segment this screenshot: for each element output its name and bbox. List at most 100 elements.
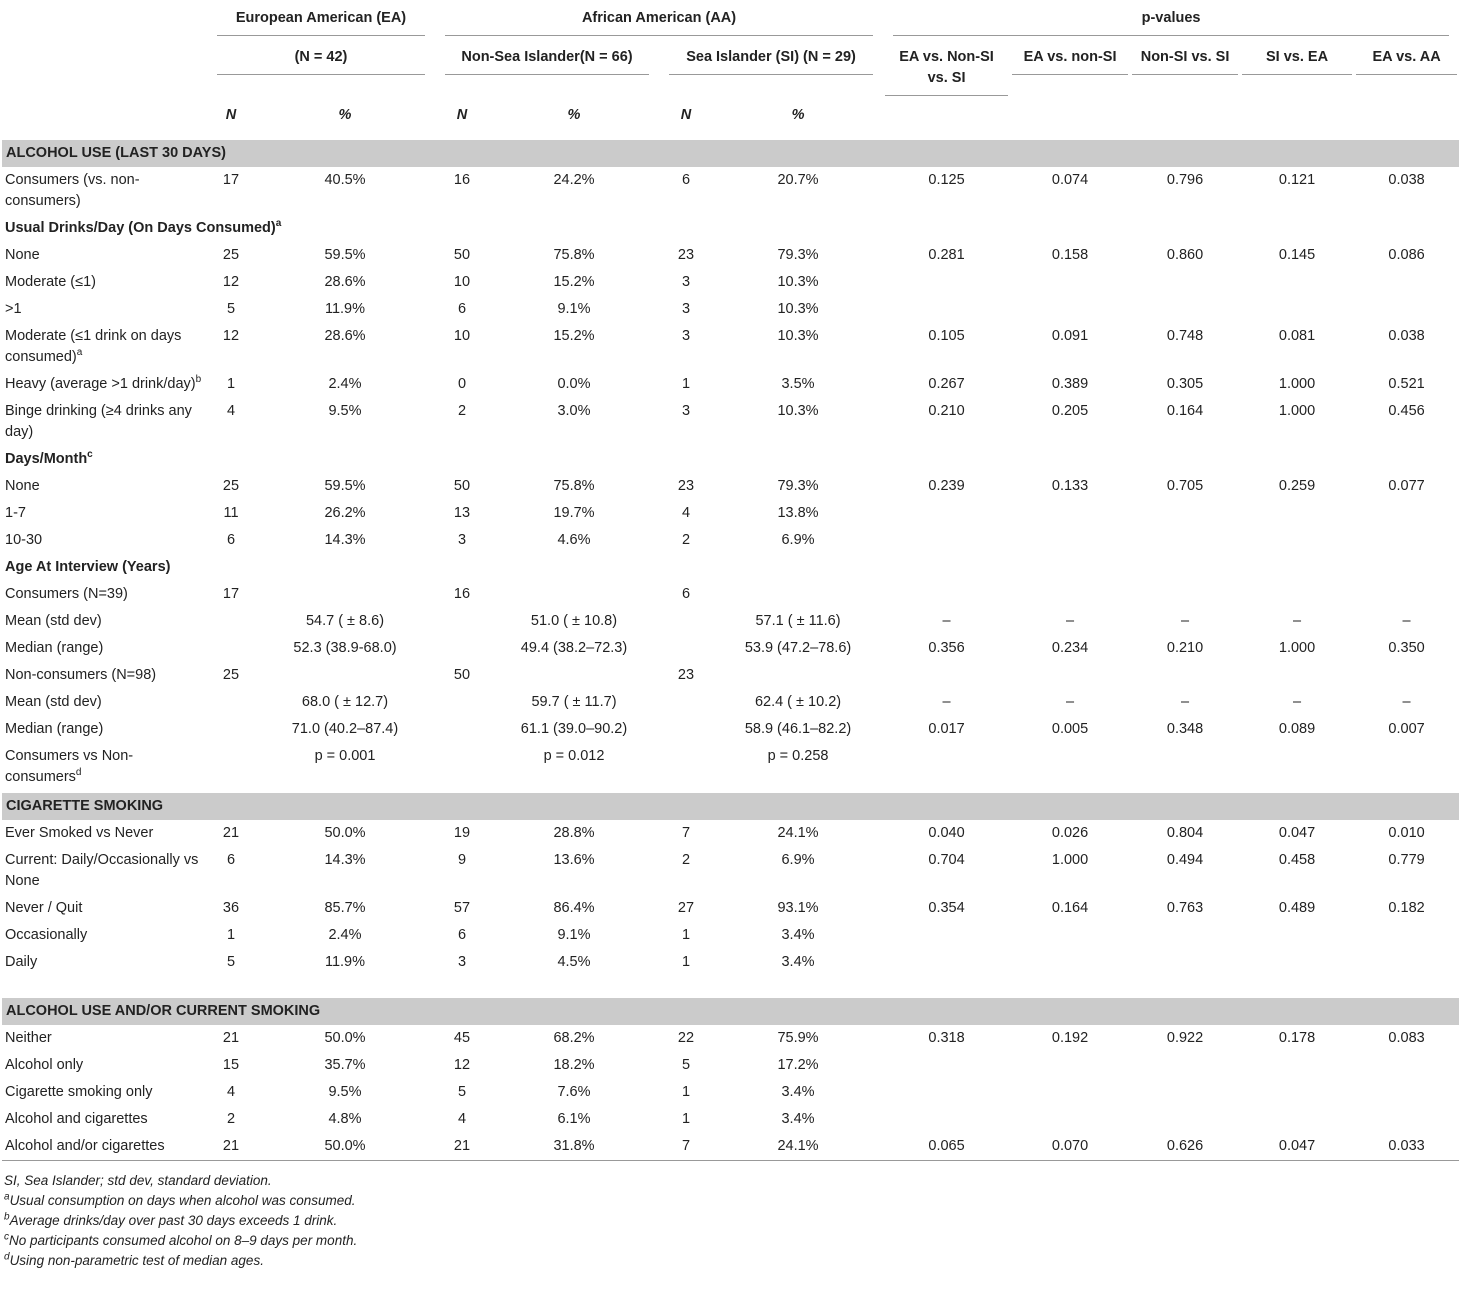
cell-value: 3.5% [781,376,815,392]
cell [659,716,713,743]
table-row: Neither 21 50.0% 45 68.2% 22 75.9% 0.318 0.192 0.… [2,1025,1459,1052]
cell [713,662,883,689]
cell-value: 22 [677,1030,695,1046]
cell: 17.2% [713,1052,883,1079]
cell-value: 0.145 [1278,247,1316,263]
cell: 25 [207,662,255,689]
cell: 0.259 [1240,473,1354,500]
table-row: Mean (std dev) 54.7 ( ± 8.6) 51.0 ( ± 10.8… [2,608,1459,635]
cell-value: 5 [226,301,236,317]
table-row: Daily 5 11.9% 3 4.5% 1 3.4% [2,949,1459,987]
cell: 13.6% [489,847,659,895]
cell: 50.0% [255,1025,435,1052]
cell [883,500,1010,527]
cell: 6 [435,922,489,949]
cell [1240,1079,1354,1106]
cell-value: 58.9 (46.1–82.2) [744,721,852,737]
cell: 0.318 [883,1025,1010,1052]
cell-value: 2 [681,852,691,868]
cell [883,527,1010,554]
cell-value: 16 [453,586,471,602]
cell: 0.458 [1240,847,1354,895]
cell: 45 [435,1025,489,1052]
label-text: Current: Daily/Occasionally vs None [5,852,199,889]
cell: 23 [659,473,713,500]
cell-value: 17 [222,172,240,188]
cell: – [883,608,1010,635]
cell-value: 15 [222,1057,240,1073]
cell: 4 [207,398,255,446]
cell-value: 5 [681,1057,691,1073]
row-label: Consumers (N=39) [2,581,207,608]
cell [1354,949,1459,987]
cell: 18.2% [489,1052,659,1079]
cell [1354,296,1459,323]
cell-value: 0.704 [928,852,965,868]
footnote-mark: c [87,449,93,461]
cell-value: 28.8% [553,825,595,841]
cell-value: 0.070 [1051,1138,1089,1154]
cell: 15.2% [489,269,659,296]
cell: 0.047 [1240,1133,1354,1161]
cell [1130,296,1240,323]
data-table: European American (EA) African American (… [2,0,1460,1161]
cell: 10.3% [713,296,883,323]
cell: 6.1% [489,1106,659,1133]
cell-value: 0.494 [1166,852,1204,868]
cell [1130,1079,1240,1106]
empty-cell [2,39,207,99]
row-label: 10-30 [2,527,207,554]
cell-value: 0.178 [1278,1030,1316,1046]
cell-value: 10.3% [777,328,819,344]
cell: 52.3 (38.9-68.0) [255,635,435,662]
cell: 0.010 [1354,820,1459,847]
cell-value: 75.9% [777,1030,819,1046]
cell-value: 3.4% [781,1111,815,1127]
cell-value: – [1402,694,1411,710]
cell: 0.077 [1354,473,1459,500]
cell: 68.2% [489,1025,659,1052]
cell-value: 4.8% [328,1111,362,1127]
cell: 86.4% [489,895,659,922]
cell-value: 0.748 [1166,328,1204,344]
cell: 24.1% [713,1133,883,1161]
cell [1240,296,1354,323]
cell-value: 50 [453,478,471,494]
cell [1354,1079,1459,1106]
cell: p = 0.001 [255,743,435,792]
cell-value: 0.164 [1166,403,1204,419]
label-text: Alcohol and/or cigarettes [5,1138,165,1154]
cell: 1 [207,371,255,398]
cell-value: 0.047 [1278,825,1316,841]
cell: 16 [435,581,489,608]
cell-value: 36 [222,900,240,916]
cell: p = 0.258 [713,743,883,792]
cell-value: 25 [222,247,240,263]
cell: 5 [207,949,255,987]
cell-value: 24.1% [777,825,819,841]
table-row: None 25 59.5% 50 75.8% 23 79.3% 0.239 0.133 0.705… [2,473,1459,500]
label-text: Non-consumers (N=98) [5,667,157,683]
cell-value: 0.091 [1051,328,1089,344]
cell: 21 [207,1133,255,1161]
row-label: Current: Daily/Occasionally vs None [2,847,207,895]
label-text: Cigarette smoking only [5,1084,153,1100]
cell: 40.5% [255,167,435,215]
cell-value: – [1293,694,1302,710]
cell-value: 4.5% [557,954,591,970]
footnote-mark: b [195,374,202,386]
cell-value: 0.158 [1051,247,1089,263]
footnote-mark: c [4,1231,9,1243]
cell-value: 3.4% [781,1084,815,1100]
cell: 4 [207,1079,255,1106]
cell-value: 6 [457,927,467,943]
section-title: ALCOHOL USE (LAST 30 DAYS) [2,138,1460,167]
cell: 0.389 [1010,371,1130,398]
cell-value: p = 0.258 [767,748,829,764]
cell-value: 19.7% [553,505,595,521]
cell: 27 [659,895,713,922]
subgroup-header: Non-Sea Islander(N = 66) [435,39,659,99]
cell: 31.8% [489,1133,659,1161]
row-label: Neither [2,1025,207,1052]
cell-value: 0.350 [1388,640,1425,656]
